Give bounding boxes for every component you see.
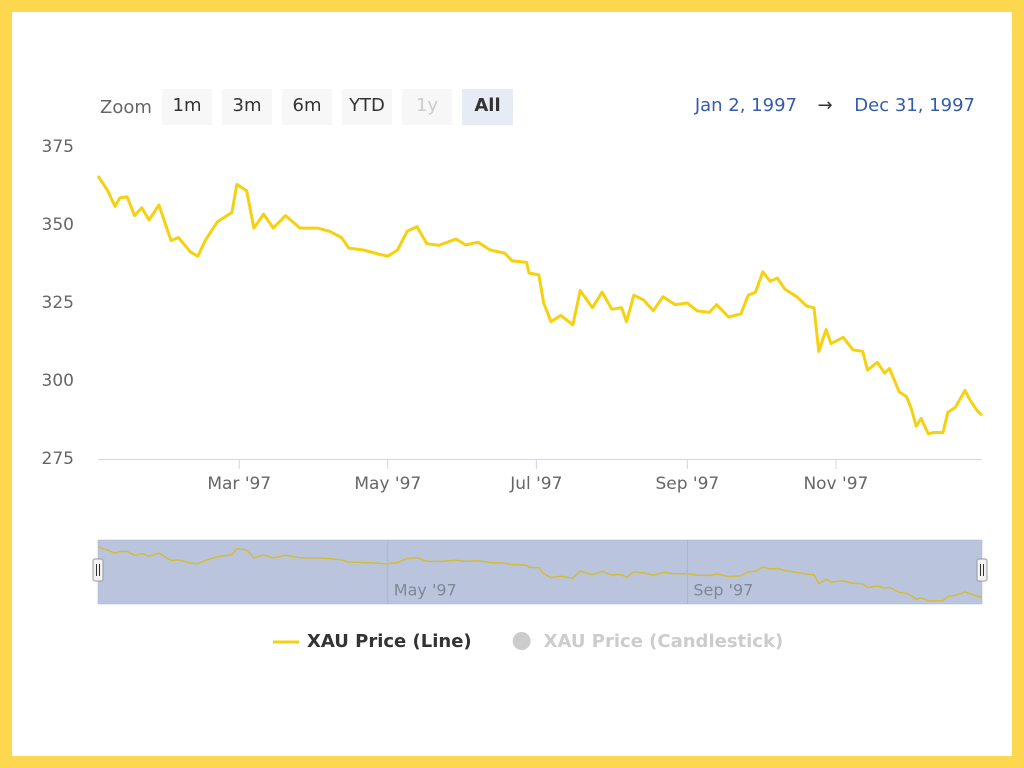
zoom-button-label[interactable]: 6m <box>293 95 322 116</box>
range-from[interactable]: Jan 2, 1997 <box>694 95 797 116</box>
zoom-button[interactable] <box>462 89 513 125</box>
navigator-line <box>97 546 983 602</box>
navigator-tick-label: Sep '97 <box>693 581 753 600</box>
price-line <box>96 175 984 436</box>
x-tick-label: Jul '97 <box>509 474 562 494</box>
legend-label[interactable]: XAU Price (Candlestick) <box>544 631 784 652</box>
zoom-button-label[interactable]: 1m <box>173 95 202 116</box>
y-tick-label: 375 <box>42 137 74 157</box>
range-to[interactable]: Dec 31, 1997 <box>854 95 975 116</box>
zoom-button[interactable] <box>162 89 212 125</box>
legend-label[interactable]: XAU Price (Line) <box>307 631 472 652</box>
navigator-tick-label: May '97 <box>394 581 457 600</box>
zoom-button[interactable] <box>222 89 272 125</box>
zoom-button <box>402 89 452 125</box>
navigator-handle[interactable] <box>92 558 104 582</box>
zoom-button-label[interactable]: All <box>474 95 500 116</box>
navigator-mask <box>98 540 982 604</box>
y-tick-label: 275 <box>42 449 74 469</box>
x-tick-label: May '97 <box>354 474 421 494</box>
chart-background <box>12 12 1012 756</box>
y-tick-label: 300 <box>42 371 74 391</box>
zoom-button-label[interactable]: 3m <box>233 95 262 116</box>
zoom-button-label: 1y <box>416 95 438 116</box>
range-separator: → <box>817 95 832 116</box>
navigator-handle[interactable] <box>976 558 988 582</box>
y-tick-label: 325 <box>42 293 74 313</box>
zoom-button[interactable] <box>342 89 392 125</box>
zoom-button[interactable] <box>282 89 332 125</box>
x-tick-label: Sep '97 <box>655 474 719 494</box>
zoom-label: Zoom <box>100 97 152 118</box>
y-tick-label: 350 <box>42 215 74 235</box>
zoom-button-label[interactable]: YTD <box>348 95 385 116</box>
x-tick-label: Nov '97 <box>803 474 868 494</box>
legend-symbol[interactable] <box>512 632 531 650</box>
x-tick-label: Mar '97 <box>207 474 271 494</box>
